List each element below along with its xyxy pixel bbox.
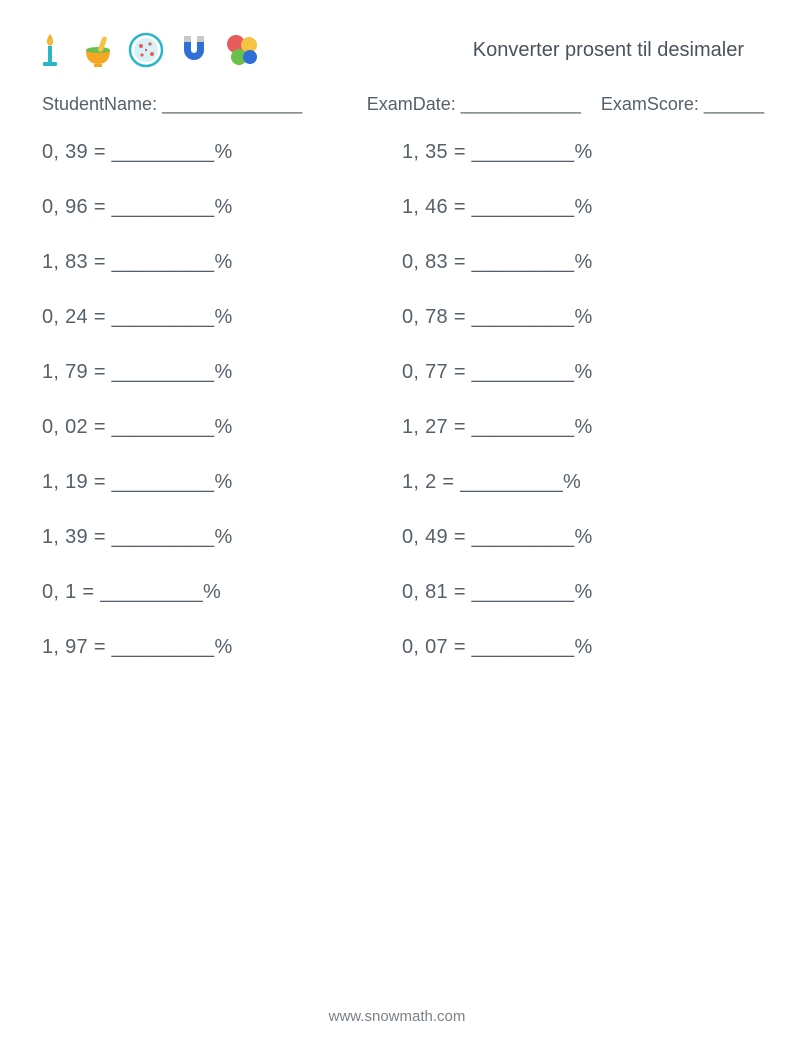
worksheet-page: Konverter prosent til desimaler StudentN… — [0, 0, 794, 1053]
exam-meta: ExamDate: ____________ ExamScore: ______ — [367, 94, 764, 115]
problem-item: 0, 1 = _________% — [42, 581, 402, 604]
student-name-field: StudentName: ______________ — [42, 94, 367, 115]
magnet-icon — [174, 30, 214, 70]
problem-item: 0, 77 = _________% — [402, 361, 762, 384]
petri-dish-icon — [126, 30, 166, 70]
problem-item: 0, 07 = _________% — [402, 636, 762, 659]
problem-item: 0, 39 = _________% — [42, 141, 402, 164]
problem-item: 1, 2 = _________% — [402, 471, 762, 494]
problems-grid: 0, 39 = _________% 0, 96 = _________% 1, 8… — [42, 141, 764, 659]
problem-item: 0, 02 = _________% — [42, 416, 402, 439]
problems-col-right: 1, 35 = _________% 1, 46 = _________% 0, 8… — [402, 141, 762, 659]
meta-row: StudentName: ______________ ExamDate: __… — [42, 94, 764, 115]
header: Konverter prosent til desimaler — [30, 20, 764, 80]
exam-score-field: ExamScore: ______ — [601, 94, 764, 114]
exam-date-field: ExamDate: ____________ — [367, 94, 581, 114]
problem-item: 1, 79 = _________% — [42, 361, 402, 384]
problem-item: 1, 39 = _________% — [42, 526, 402, 549]
footer-url: www.snowmath.com — [0, 1008, 794, 1025]
problem-item: 0, 49 = _________% — [402, 526, 762, 549]
problem-item: 0, 83 = _________% — [402, 251, 762, 274]
problems-col-left: 0, 39 = _________% 0, 96 = _________% 1, 8… — [42, 141, 402, 659]
problem-item: 0, 78 = _________% — [402, 306, 762, 329]
problem-item: 0, 24 = _________% — [42, 306, 402, 329]
bunsen-burner-icon — [30, 30, 70, 70]
problem-item: 0, 96 = _________% — [42, 196, 402, 219]
problem-item: 1, 19 = _________% — [42, 471, 402, 494]
problem-item: 1, 27 = _________% — [402, 416, 762, 439]
problem-item: 1, 83 = _________% — [42, 251, 402, 274]
molecule-icon — [222, 30, 262, 70]
problem-item: 1, 46 = _________% — [402, 196, 762, 219]
header-icons — [30, 30, 262, 70]
problem-item: 1, 97 = _________% — [42, 636, 402, 659]
page-title: Konverter prosent til desimaler — [473, 39, 744, 62]
problem-item: 1, 35 = _________% — [402, 141, 762, 164]
problem-item: 0, 81 = _________% — [402, 581, 762, 604]
mortar-pestle-icon — [78, 30, 118, 70]
